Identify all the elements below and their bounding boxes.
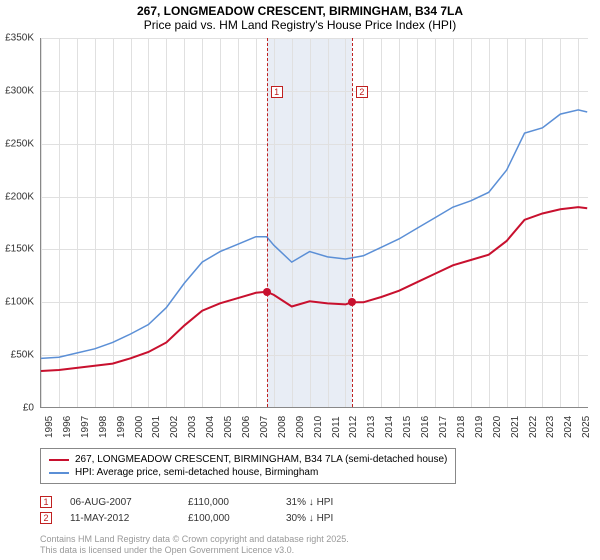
x-tick-label: 1995 xyxy=(44,416,55,438)
y-axis-labels: £0£50K£100K£150K£200K£250K£300K£350K xyxy=(0,38,38,408)
x-tick-label: 2004 xyxy=(205,416,216,438)
event-date: 06-AUG-2007 xyxy=(70,497,170,508)
x-tick-label: 2000 xyxy=(134,416,145,438)
y-tick-label: £50K xyxy=(11,350,34,361)
x-tick-label: 2019 xyxy=(474,416,485,438)
legend-item: HPI: Average price, semi-detached house,… xyxy=(49,466,447,479)
x-tick-label: 2025 xyxy=(581,416,592,438)
legend-label: HPI: Average price, semi-detached house,… xyxy=(75,467,318,478)
event-price: £110,000 xyxy=(188,497,268,508)
title-block: 267, LONGMEADOW CRESCENT, BIRMINGHAM, B3… xyxy=(0,0,600,34)
x-tick-label: 2001 xyxy=(151,416,162,438)
x-tick-label: 2012 xyxy=(348,416,359,438)
x-tick-label: 2024 xyxy=(563,416,574,438)
legend-item: 267, LONGMEADOW CRESCENT, BIRMINGHAM, B3… xyxy=(49,453,447,466)
legend-swatch xyxy=(49,459,69,461)
event-diff: 30% ↓ HPI xyxy=(286,513,376,524)
y-tick-label: £200K xyxy=(5,191,34,202)
x-tick-label: 2017 xyxy=(438,416,449,438)
x-tick-label: 2009 xyxy=(295,416,306,438)
x-tick-label: 2016 xyxy=(420,416,431,438)
x-tick-label: 2008 xyxy=(277,416,288,438)
legend-label: 267, LONGMEADOW CRESCENT, BIRMINGHAM, B3… xyxy=(75,454,447,465)
x-tick-label: 2010 xyxy=(313,416,324,438)
x-tick-label: 2021 xyxy=(510,416,521,438)
event-row: 2 11-MAY-2012 £100,000 30% ↓ HPI xyxy=(40,510,376,526)
legend-swatch xyxy=(49,472,69,474)
event-line xyxy=(352,38,353,407)
x-tick-label: 1999 xyxy=(116,416,127,438)
chart-area: 12 xyxy=(40,38,588,408)
y-tick-label: £350K xyxy=(5,33,34,44)
series-price xyxy=(41,207,587,371)
x-tick-label: 2018 xyxy=(456,416,467,438)
event-row: 1 06-AUG-2007 £110,000 31% ↓ HPI xyxy=(40,494,376,510)
x-tick-label: 2002 xyxy=(169,416,180,438)
event-marker: 2 xyxy=(356,86,368,98)
x-tick-label: 2007 xyxy=(259,416,270,438)
event-date: 11-MAY-2012 xyxy=(70,513,170,524)
x-tick-label: 2006 xyxy=(241,416,252,438)
legend: 267, LONGMEADOW CRESCENT, BIRMINGHAM, B3… xyxy=(40,448,456,484)
x-tick-label: 2023 xyxy=(545,416,556,438)
y-tick-label: £100K xyxy=(5,297,34,308)
event-marker: 1 xyxy=(271,86,283,98)
event-line xyxy=(267,38,268,407)
title-address: 267, LONGMEADOW CRESCENT, BIRMINGHAM, B3… xyxy=(0,4,600,18)
x-tick-label: 2015 xyxy=(402,416,413,438)
footer-line2: This data is licensed under the Open Gov… xyxy=(40,545,349,556)
x-tick-label: 2020 xyxy=(492,416,503,438)
footer-line1: Contains HM Land Registry data © Crown c… xyxy=(40,534,349,545)
x-tick-label: 2022 xyxy=(528,416,539,438)
y-tick-label: £300K xyxy=(5,85,34,96)
event-diff: 31% ↓ HPI xyxy=(286,497,376,508)
event-point xyxy=(263,288,271,296)
x-tick-label: 2014 xyxy=(384,416,395,438)
y-tick-label: £0 xyxy=(23,403,34,414)
event-table: 1 06-AUG-2007 £110,000 31% ↓ HPI 2 11-MAY-201… xyxy=(40,494,376,526)
chart-svg xyxy=(41,38,588,407)
x-tick-label: 1996 xyxy=(62,416,73,438)
event-num-box: 1 xyxy=(40,496,52,508)
x-axis-labels: 1995 1996 1997 1998 1999 2000 2001 2002 2003 2004… xyxy=(40,408,588,448)
x-tick-label: 2005 xyxy=(223,416,234,438)
event-price: £100,000 xyxy=(188,513,268,524)
x-tick-label: 2013 xyxy=(366,416,377,438)
y-tick-label: £150K xyxy=(5,244,34,255)
event-num-box: 2 xyxy=(40,512,52,524)
series-hpi xyxy=(41,110,587,358)
x-tick-label: 2003 xyxy=(187,416,198,438)
y-tick-label: £250K xyxy=(5,138,34,149)
title-subtitle: Price paid vs. HM Land Registry's House … xyxy=(0,18,600,32)
x-tick-label: 1997 xyxy=(80,416,91,438)
event-point xyxy=(348,298,356,306)
footer: Contains HM Land Registry data © Crown c… xyxy=(40,534,349,556)
x-tick-label: 1998 xyxy=(98,416,109,438)
chart-container: 267, LONGMEADOW CRESCENT, BIRMINGHAM, B3… xyxy=(0,0,600,560)
x-tick-label: 2011 xyxy=(331,416,342,438)
